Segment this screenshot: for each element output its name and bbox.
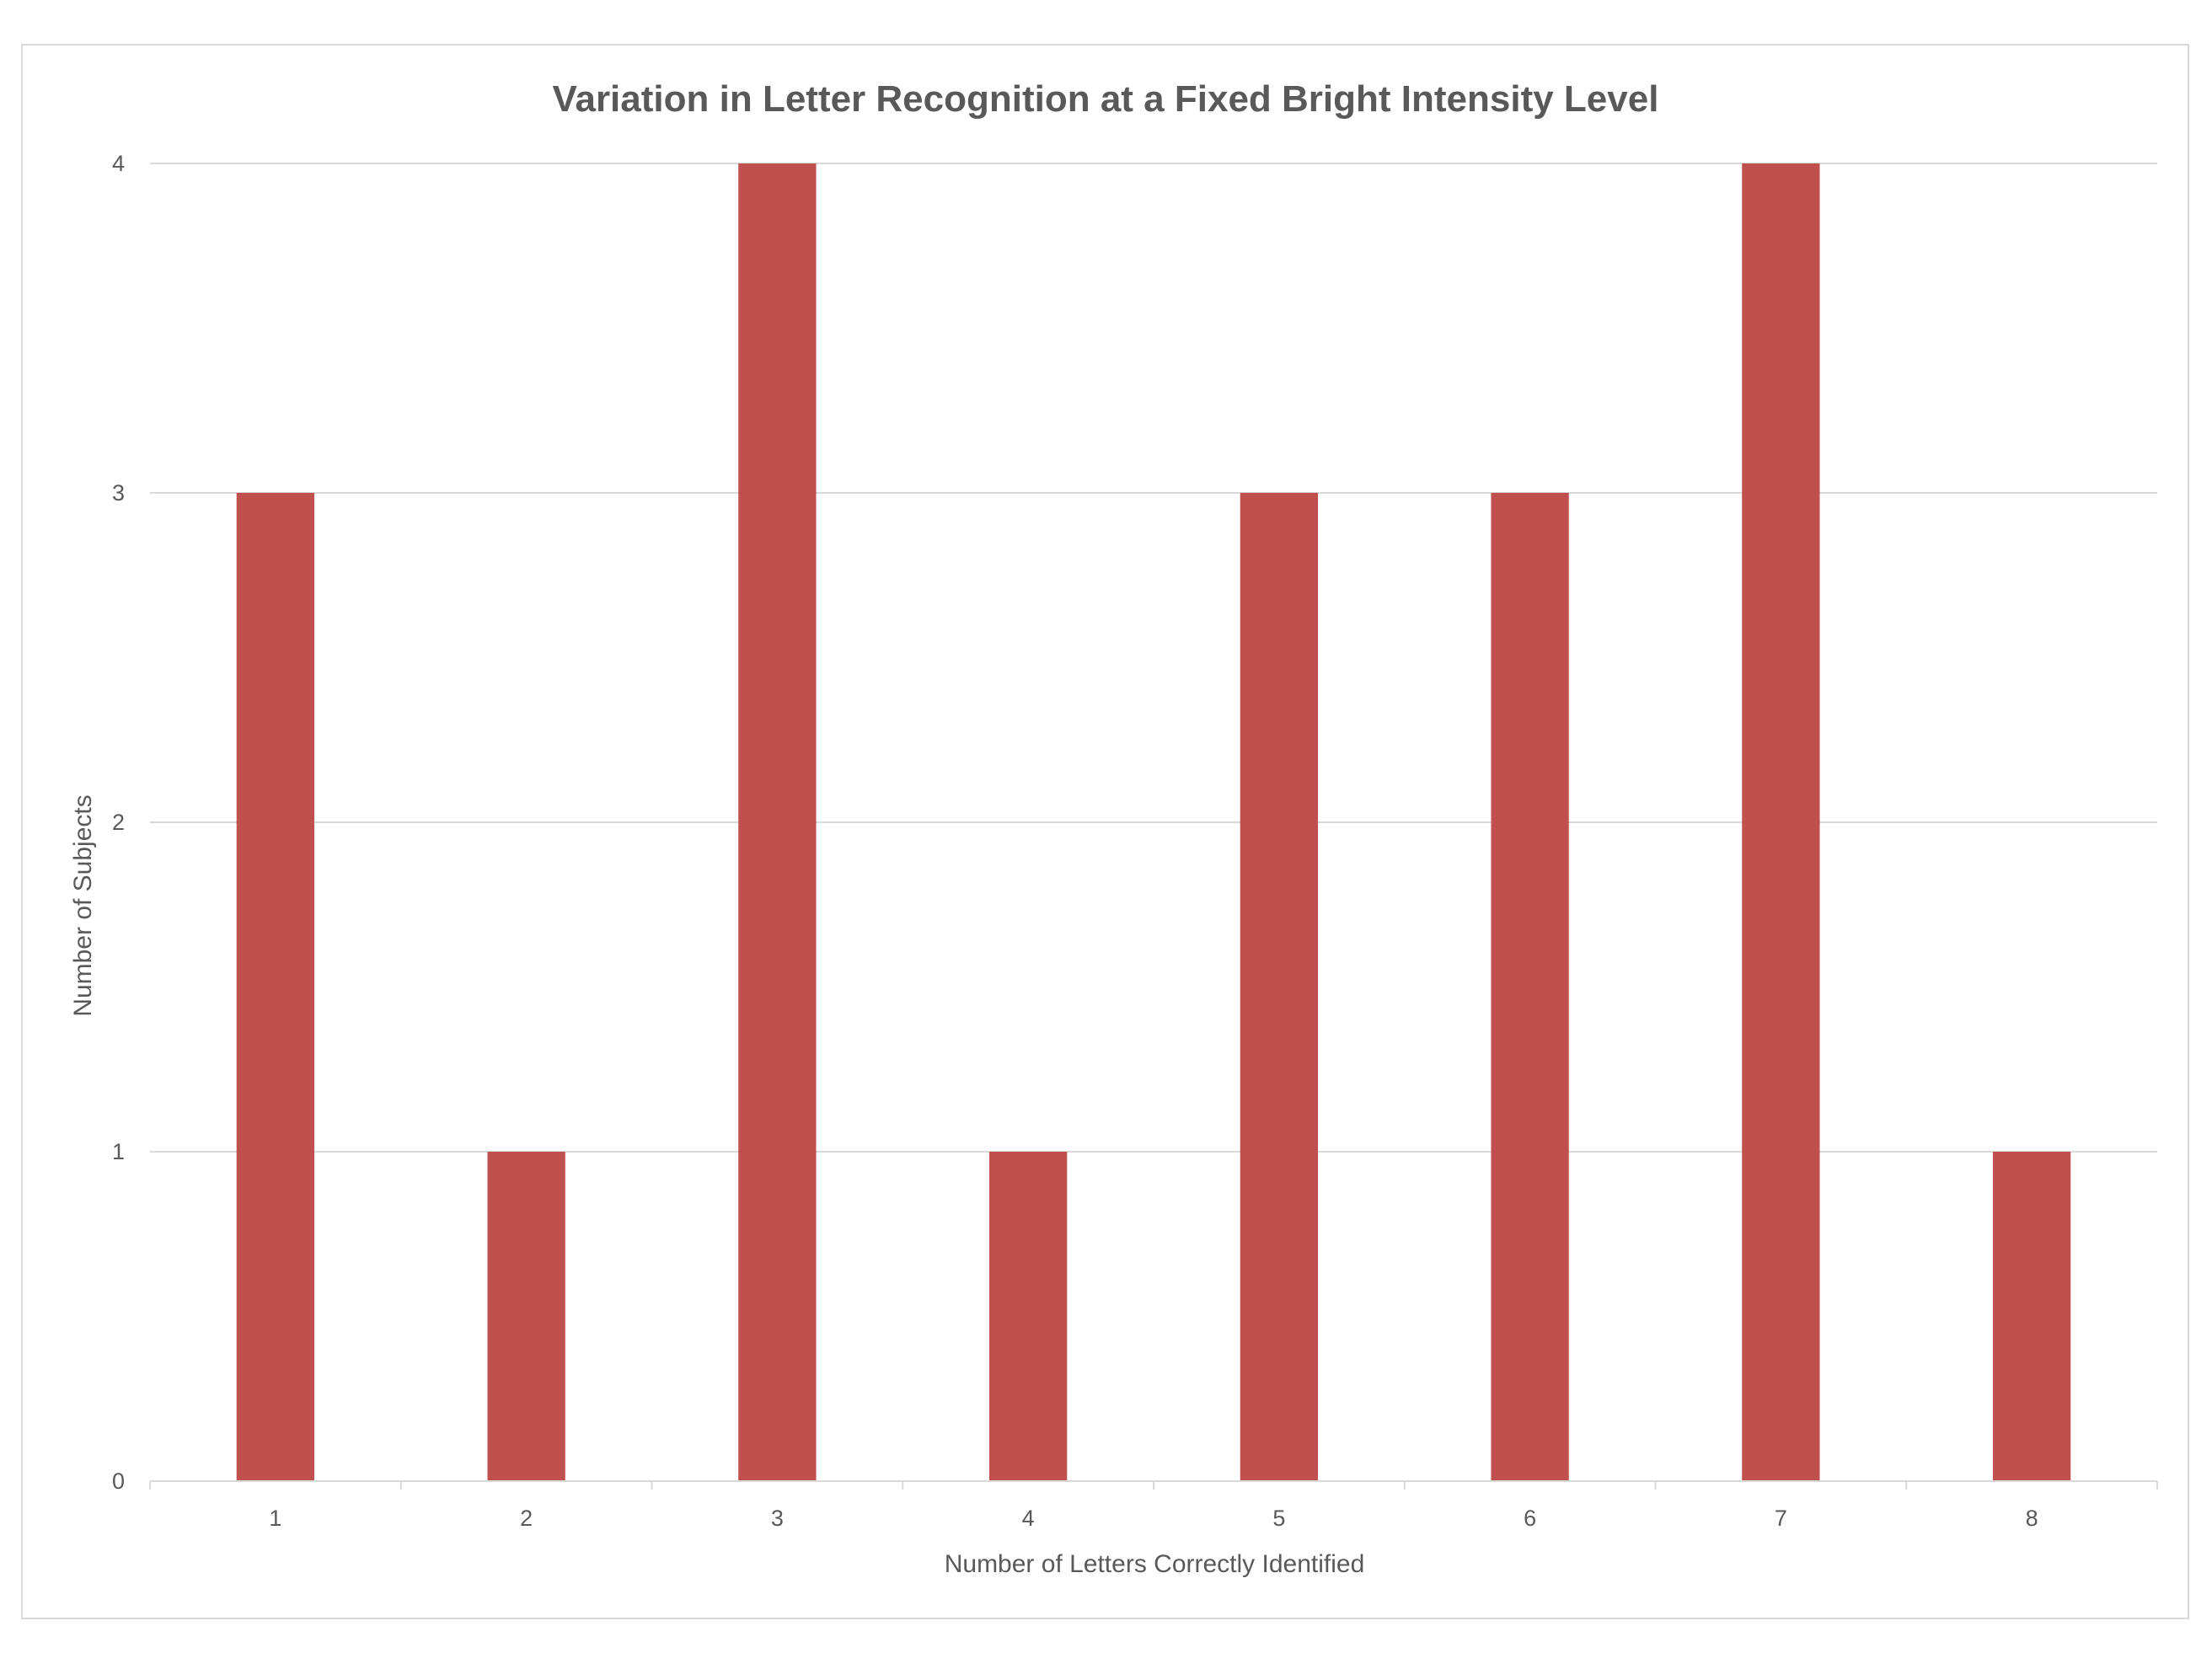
x-tick-label: 1 [269, 1506, 281, 1531]
bar [1240, 493, 1319, 1481]
bar [487, 1152, 565, 1481]
bar [738, 163, 817, 1481]
y-tick-label: 0 [112, 1468, 125, 1494]
x-tick-label: 5 [1272, 1506, 1285, 1531]
bar [988, 1152, 1068, 1481]
y-tick-label: 1 [112, 1139, 125, 1164]
x-tick-label: 3 [771, 1506, 784, 1531]
bar [1992, 1152, 2071, 1481]
chart-frame [21, 44, 2189, 1619]
x-axis: 1 2 3 4 5 6 7 8 [149, 1480, 2158, 1531]
chart-title: Variation in Letter Recognition at a Fix… [553, 78, 1659, 120]
y-axis-title: Number of Subjects [69, 794, 97, 1016]
bar [1491, 493, 1569, 1481]
x-tick-label: 7 [1775, 1506, 1787, 1531]
gridlines [150, 163, 2157, 1153]
y-tick-label: 4 [112, 151, 125, 176]
y-tick-label: 2 [112, 810, 125, 835]
bar [1742, 163, 1820, 1481]
x-tick-label: 2 [520, 1506, 533, 1531]
x-tick-label: 8 [2026, 1506, 2038, 1531]
bars [236, 163, 2071, 1481]
x-axis-title: Number of Letters Correctly Identified [945, 1550, 1365, 1578]
y-tick-label: 3 [112, 480, 125, 506]
x-tick-label: 6 [1524, 1506, 1536, 1531]
y-axis-ticks: 0 1 2 3 4 [112, 151, 125, 1494]
bar [236, 493, 315, 1481]
x-tick-label: 4 [1022, 1506, 1035, 1531]
